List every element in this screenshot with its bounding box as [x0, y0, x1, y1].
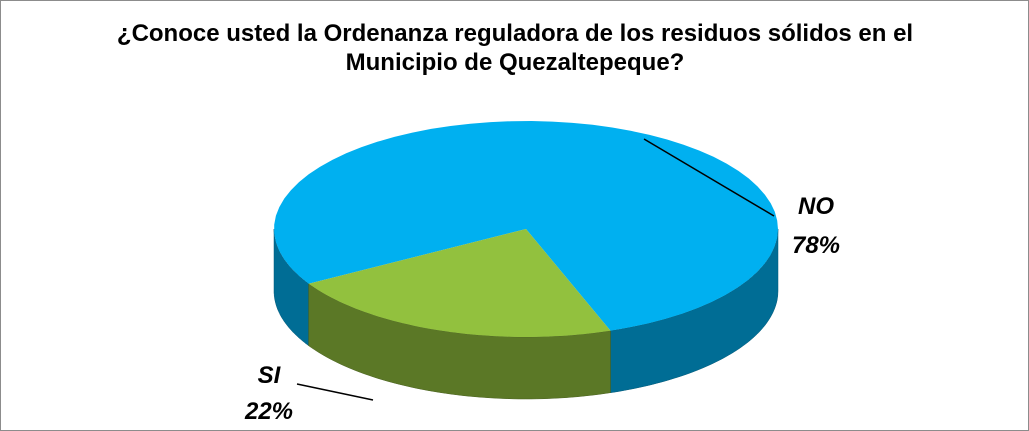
pie-side	[273, 229, 309, 347]
pie-side	[308, 283, 611, 400]
leader-line	[643, 138, 775, 217]
pie-slice	[274, 121, 778, 331]
data-label-category: SI	[258, 362, 282, 389]
pie-slice	[308, 229, 611, 337]
leader-line	[296, 383, 374, 401]
data-label-category: NO	[798, 193, 834, 220]
data-label-value: 78%	[792, 232, 840, 259]
data-label-value: 22%	[244, 398, 293, 425]
chart-title: ¿Conoce usted la Ordenanza reguladora de…	[116, 20, 914, 76]
